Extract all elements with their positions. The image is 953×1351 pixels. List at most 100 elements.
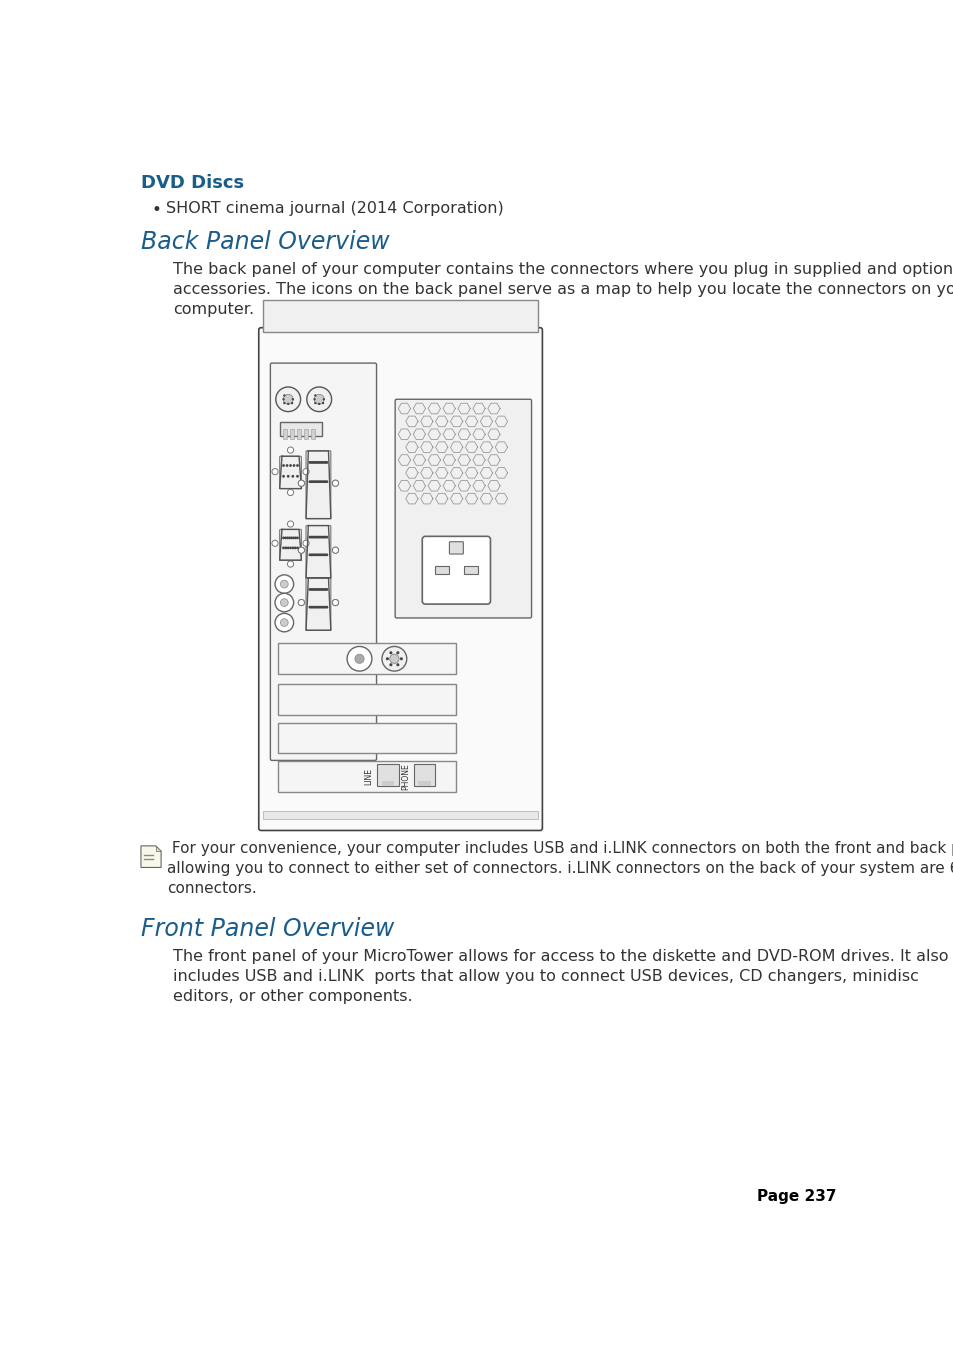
- Circle shape: [283, 403, 285, 404]
- FancyBboxPatch shape: [258, 328, 542, 831]
- Circle shape: [287, 489, 294, 496]
- Circle shape: [316, 588, 319, 590]
- Circle shape: [314, 554, 317, 557]
- Circle shape: [321, 588, 324, 590]
- Circle shape: [347, 646, 372, 671]
- Circle shape: [314, 605, 317, 608]
- Text: •: •: [152, 200, 161, 219]
- Circle shape: [308, 481, 311, 484]
- Circle shape: [324, 481, 327, 484]
- Circle shape: [314, 403, 316, 404]
- FancyBboxPatch shape: [270, 363, 376, 761]
- Circle shape: [282, 547, 285, 550]
- Bar: [290, 430, 294, 439]
- Circle shape: [325, 605, 328, 608]
- Circle shape: [310, 605, 313, 608]
- Bar: [296, 430, 301, 439]
- Circle shape: [399, 657, 402, 661]
- Bar: [435, 566, 448, 574]
- Bar: [303, 430, 308, 439]
- Circle shape: [308, 554, 311, 557]
- Text: Page 237: Page 237: [757, 1189, 836, 1204]
- Circle shape: [316, 481, 318, 484]
- Circle shape: [319, 554, 322, 557]
- Circle shape: [280, 580, 288, 588]
- Circle shape: [298, 547, 304, 554]
- Circle shape: [314, 481, 317, 484]
- Circle shape: [325, 536, 328, 539]
- Circle shape: [287, 521, 294, 527]
- Circle shape: [317, 481, 320, 484]
- Circle shape: [381, 646, 406, 671]
- Circle shape: [287, 547, 290, 550]
- Circle shape: [292, 476, 294, 478]
- Bar: [464, 566, 477, 574]
- Circle shape: [295, 476, 298, 478]
- Bar: [311, 430, 315, 439]
- FancyBboxPatch shape: [306, 578, 331, 631]
- Circle shape: [322, 461, 325, 463]
- Circle shape: [292, 399, 294, 400]
- Circle shape: [272, 469, 278, 474]
- Circle shape: [313, 461, 315, 463]
- Circle shape: [298, 480, 304, 486]
- FancyBboxPatch shape: [279, 530, 301, 561]
- Text: Back Panel Overview: Back Panel Overview: [141, 230, 389, 254]
- Circle shape: [317, 554, 320, 557]
- Circle shape: [317, 403, 320, 405]
- Circle shape: [288, 536, 291, 539]
- Circle shape: [332, 480, 338, 486]
- Circle shape: [295, 536, 298, 539]
- Circle shape: [316, 554, 318, 557]
- Text: The front panel of your MicroTower allows for access to the diskette and DVD-ROM: The front panel of your MicroTower allow…: [173, 948, 948, 1004]
- Text: Front Panel Overview: Front Panel Overview: [141, 917, 394, 940]
- Circle shape: [324, 605, 327, 608]
- Circle shape: [293, 465, 295, 467]
- Text: DVD Discs: DVD Discs: [141, 174, 244, 192]
- Circle shape: [314, 588, 316, 590]
- Circle shape: [310, 461, 313, 463]
- Circle shape: [308, 605, 311, 608]
- Circle shape: [274, 613, 294, 632]
- Circle shape: [282, 465, 285, 467]
- Circle shape: [284, 536, 287, 539]
- Circle shape: [298, 600, 304, 605]
- Polygon shape: [155, 846, 161, 851]
- Circle shape: [318, 461, 321, 463]
- Circle shape: [385, 657, 389, 661]
- FancyBboxPatch shape: [306, 451, 331, 519]
- Circle shape: [294, 536, 296, 539]
- Circle shape: [324, 554, 327, 557]
- Circle shape: [311, 536, 314, 539]
- Circle shape: [315, 588, 318, 590]
- Bar: [381, 781, 394, 786]
- Text: For your convenience, your computer includes USB and i.LINK connectors on both t: For your convenience, your computer incl…: [167, 842, 953, 896]
- Circle shape: [316, 536, 319, 539]
- FancyBboxPatch shape: [449, 542, 463, 554]
- Bar: [278, 723, 456, 754]
- Circle shape: [284, 547, 287, 550]
- Circle shape: [320, 554, 323, 557]
- Text: SHORT cinema journal (2014 Corporation): SHORT cinema journal (2014 Corporation): [166, 200, 503, 216]
- FancyBboxPatch shape: [422, 536, 490, 604]
- Circle shape: [283, 394, 293, 404]
- Circle shape: [313, 399, 315, 400]
- Circle shape: [291, 403, 293, 404]
- Circle shape: [289, 465, 292, 467]
- Circle shape: [325, 588, 328, 590]
- Circle shape: [312, 605, 314, 608]
- Circle shape: [298, 480, 304, 486]
- Text: The back panel of your computer contains the connectors where you plug in suppli: The back panel of your computer contains…: [173, 262, 953, 317]
- Bar: [418, 781, 431, 786]
- Bar: [282, 430, 287, 439]
- Bar: [278, 643, 456, 674]
- FancyBboxPatch shape: [395, 400, 531, 617]
- Circle shape: [314, 394, 316, 397]
- Circle shape: [280, 598, 288, 607]
- Circle shape: [310, 536, 313, 539]
- Circle shape: [322, 481, 325, 484]
- Circle shape: [314, 394, 324, 404]
- Circle shape: [283, 394, 285, 397]
- Circle shape: [274, 593, 294, 612]
- Circle shape: [313, 481, 315, 484]
